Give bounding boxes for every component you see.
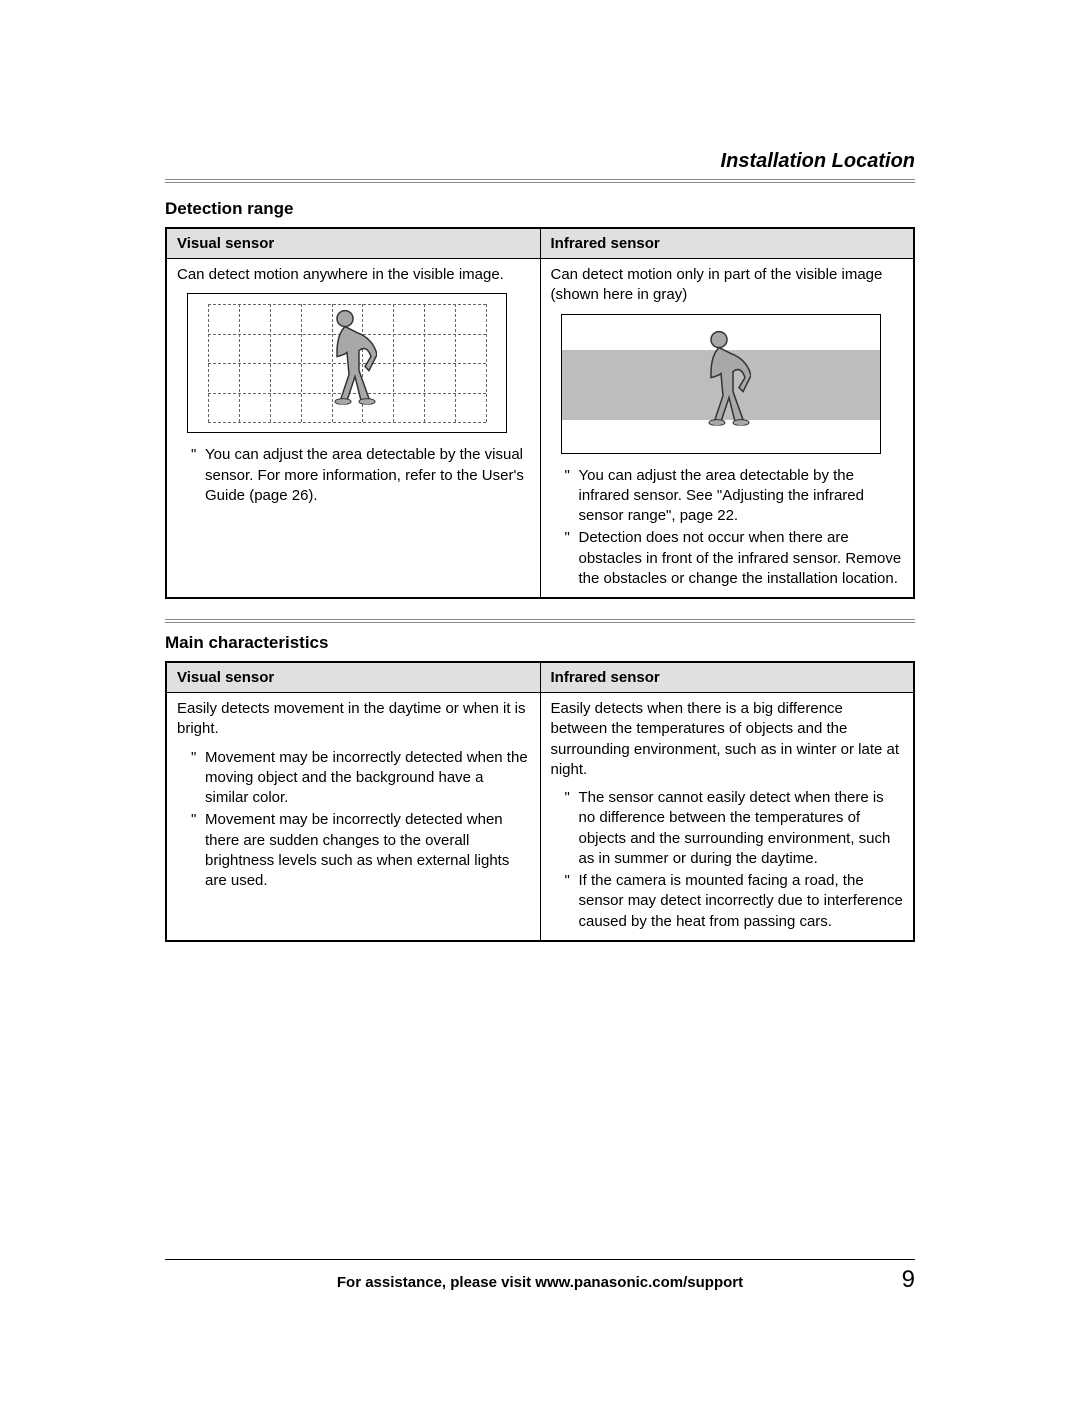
bullet-item: "Movement may be incorrectly detected wh…: [191, 810, 530, 891]
main-characteristics-table: Visual sensor Infrared sensor Easily det…: [165, 661, 915, 942]
bullet-item: "You can adjust the area detectable by t…: [565, 466, 904, 527]
table-cell: Easily detects movement in the daytime o…: [166, 693, 540, 941]
bullet-item: "If the camera is mounted facing a road,…: [565, 871, 904, 932]
infrared-sensor-diagram: [561, 314, 881, 454]
bullet-text: The sensor cannot easily detect when the…: [579, 788, 904, 869]
bullet-text: Movement may be incorrectly detected whe…: [205, 748, 530, 809]
page-header-title: Installation Location: [165, 150, 915, 183]
section-detection-range-heading: Detection range: [165, 199, 915, 219]
table-cell: Can detect motion only in part of the vi…: [540, 259, 914, 599]
person-icon: [317, 305, 377, 411]
bullet-item: "Movement may be incorrectly detected wh…: [191, 748, 530, 809]
bullet-text: If the camera is mounted facing a road, …: [579, 871, 904, 932]
bullet-text: Detection does not occur when there are …: [579, 528, 904, 589]
bullet-marker: ": [565, 528, 579, 548]
bullet-text: You can adjust the area detectable by th…: [579, 466, 904, 527]
bullet-item: "You can adjust the area detectable by t…: [191, 445, 530, 506]
bullet-text: Movement may be incorrectly detected whe…: [205, 810, 530, 891]
cell-intro-text: Easily detects when there is a big diffe…: [551, 699, 904, 780]
footer-assistance-text: For assistance, please visit www.panason…: [205, 1274, 875, 1291]
table-header-visual: Visual sensor: [166, 228, 540, 259]
page-number: 9: [875, 1266, 915, 1294]
table-cell: Easily detects when there is a big diffe…: [540, 693, 914, 941]
visual-sensor-diagram: [187, 293, 507, 433]
bullet-marker: ": [191, 445, 205, 465]
bullet-item: "The sensor cannot easily detect when th…: [565, 788, 904, 869]
cell-intro-text: Easily detects movement in the daytime o…: [177, 699, 530, 740]
cell-intro-text: Can detect motion anywhere in the visibl…: [177, 265, 530, 285]
table-cell: Can detect motion anywhere in the visibl…: [166, 259, 540, 599]
bullet-marker: ": [565, 788, 579, 808]
bullet-marker: ": [565, 871, 579, 891]
bullet-text: You can adjust the area detectable by th…: [205, 445, 530, 506]
table-header-infrared: Infrared sensor: [540, 662, 914, 693]
person-icon: [691, 325, 751, 431]
bullet-marker: ": [191, 810, 205, 830]
section-main-characteristics-heading: Main characteristics: [165, 633, 915, 653]
table-header-visual: Visual sensor: [166, 662, 540, 693]
section-divider: [165, 619, 915, 623]
detection-range-table: Visual sensor Infrared sensor Can detect…: [165, 227, 915, 599]
page-footer: For assistance, please visit www.panason…: [165, 1259, 915, 1294]
bullet-marker: ": [565, 466, 579, 486]
table-header-infrared: Infrared sensor: [540, 228, 914, 259]
cell-intro-text: Can detect motion only in part of the vi…: [551, 265, 904, 306]
bullet-item: "Detection does not occur when there are…: [565, 528, 904, 589]
bullet-marker: ": [191, 748, 205, 768]
